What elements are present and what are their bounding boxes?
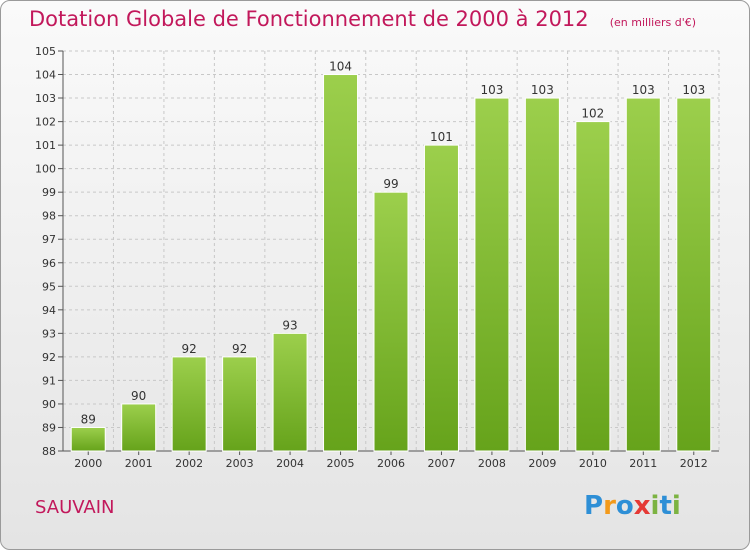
x-tick-label: 2005 [327, 457, 355, 470]
y-tick-label: 89 [42, 421, 56, 434]
y-tick-label: 103 [35, 92, 56, 105]
chart-title: Dotation Globale de Fonctionnement de 20… [29, 7, 589, 31]
x-tick-label: 2006 [377, 457, 405, 470]
y-tick-label: 93 [42, 327, 56, 340]
data-label: 102 [581, 107, 604, 121]
bar [676, 97, 712, 452]
y-tick-label: 105 [35, 45, 56, 58]
unit-note: (en milliers d'€) [609, 16, 697, 29]
y-tick-label: 96 [42, 257, 56, 270]
bar [373, 191, 409, 452]
bar [70, 426, 106, 452]
proxiti-logo[interactable]: Proxiti [584, 491, 681, 521]
bar [121, 403, 157, 452]
logo-letter: i [650, 491, 660, 521]
data-label: 103 [682, 83, 705, 97]
bar [272, 332, 308, 452]
y-tick-label: 104 [35, 69, 56, 82]
data-label: 90 [131, 389, 146, 403]
y-tick-label: 91 [42, 374, 56, 387]
bar [323, 74, 359, 452]
data-labels: 89 90 92 92 93 104 99 101 103 103 102 103 103 [81, 60, 706, 427]
x-tick-label: 2001 [125, 457, 153, 470]
logo-letter: t [659, 491, 672, 521]
y-tick-label: 95 [42, 280, 56, 293]
logo-letter: r [603, 491, 616, 521]
bar [625, 97, 661, 452]
data-label: 89 [81, 412, 96, 426]
data-label: 99 [383, 177, 398, 191]
bar [524, 97, 560, 452]
logo-letter: i [671, 491, 681, 521]
bars [70, 74, 712, 452]
bar [474, 97, 510, 452]
logo-letter: x [633, 491, 651, 521]
data-label: 92 [182, 342, 197, 356]
y-tick-label: 90 [42, 398, 56, 411]
data-label: 101 [430, 130, 453, 144]
data-label: 104 [329, 60, 352, 74]
x-tick-label: 2011 [629, 457, 657, 470]
data-label: 103 [632, 83, 655, 97]
data-label: 93 [282, 318, 297, 332]
x-tick-label: 2009 [528, 457, 556, 470]
x-tick-label: 2007 [427, 457, 455, 470]
title-row: Dotation Globale de Fonctionnement de 20… [29, 7, 696, 31]
y-tick-label: 97 [42, 233, 56, 246]
y-tick-label: 99 [42, 186, 56, 199]
x-tick-label: 2000 [74, 457, 102, 470]
x-tick-label: 2004 [276, 457, 304, 470]
x-tick-label: 2010 [579, 457, 607, 470]
y-tick-label: 94 [42, 304, 56, 317]
data-label: 103 [531, 83, 554, 97]
x-tick-label: 2003 [226, 457, 254, 470]
x-tick-label: 2002 [175, 457, 203, 470]
x-tick-label: 2012 [680, 457, 708, 470]
x-tick-label: 2008 [478, 457, 506, 470]
y-tick-label: 102 [35, 116, 56, 129]
commune-name: SAUVAIN [35, 497, 115, 518]
bar [171, 356, 207, 452]
y-tick-label: 101 [35, 139, 56, 152]
y-tick-label: 98 [42, 210, 56, 223]
y-tick-label: 88 [42, 445, 56, 458]
axes: 88 89 90 91 92 93 94 95 96 97 98 99 100 101 102 103 104 1… [35, 45, 719, 470]
bar [575, 121, 611, 452]
data-label: 103 [480, 83, 503, 97]
y-tick-label: 92 [42, 351, 56, 364]
bar [222, 356, 258, 452]
logo-letter: o [615, 491, 634, 521]
logo-letter: P [584, 491, 604, 521]
y-tick-label: 100 [35, 163, 56, 176]
bar [423, 144, 459, 452]
data-label: 92 [232, 342, 247, 356]
